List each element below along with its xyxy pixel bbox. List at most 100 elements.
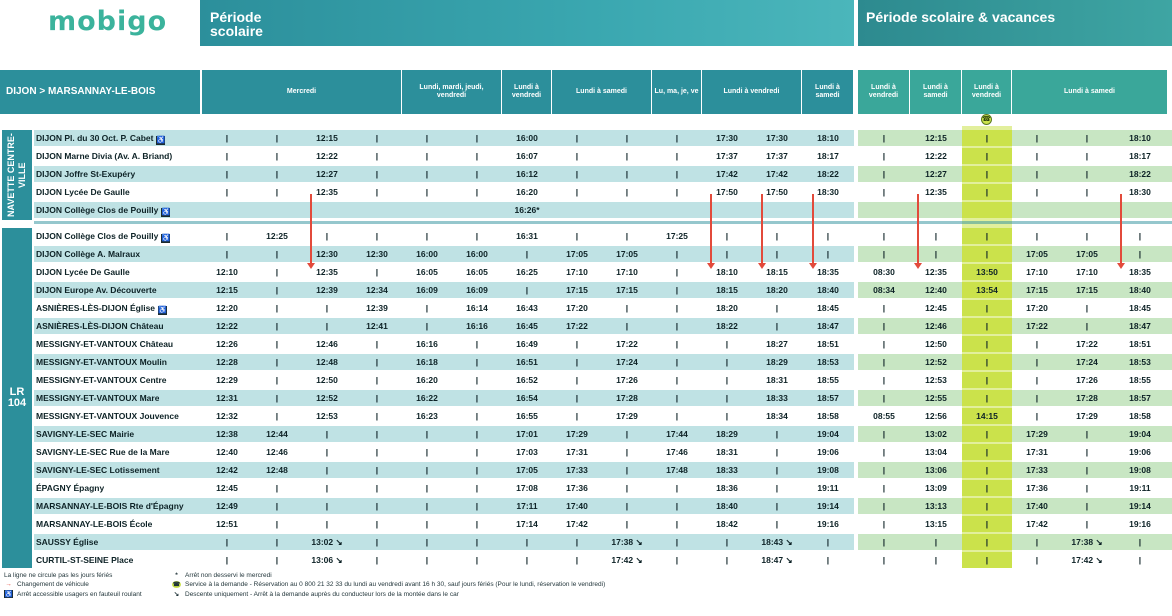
time-cell: 18:47 <box>1129 321 1151 331</box>
stop-name: MESSIGNY-ET-VANTOUX Moulin <box>36 354 167 370</box>
time-cell: 12:50 <box>316 375 338 385</box>
time-cell: 18:22 <box>716 321 738 331</box>
time-cell: | <box>575 555 579 565</box>
time-cell: | <box>675 375 679 385</box>
time-cell: 18:22 <box>817 169 839 179</box>
time-cell: | <box>425 303 429 313</box>
time-cell: 12:28 <box>216 357 238 367</box>
row-background-holidays <box>858 480 1172 496</box>
time-cell <box>802 202 854 218</box>
time-cell: 17:14 <box>516 519 538 529</box>
time-cell: | <box>275 357 279 367</box>
table-row: MARSANNAY-LE-BOIS École 12:51 | | | | | 17:14 17… <box>0 516 1172 532</box>
table-row: DIJON Europe Av. Découverte 12:15 | 12:39 12… <box>0 282 1172 298</box>
time-cell: 19:08 <box>817 465 839 475</box>
time-cell <box>602 202 652 218</box>
column-header-8: Lundi à samedi <box>910 70 961 114</box>
time-cell: | <box>962 300 1012 316</box>
stop-label: DIJON Collège A. Malraux <box>36 249 141 259</box>
time-cell: 17:29 <box>616 411 638 421</box>
time-cell: 18:31 <box>766 375 788 385</box>
time-cell: 17:15 <box>1076 285 1098 295</box>
time-cell: 16:26* <box>514 205 540 215</box>
table-row: ASNIÈRES-LÈS-DIJON Château 12:22 | | 12:41 | 1… <box>0 318 1172 334</box>
time-cell: | <box>475 411 479 421</box>
column-header-3: Lundi à samedi <box>552 70 651 114</box>
time-cell: | <box>475 339 479 349</box>
time-cell: | <box>1085 321 1089 331</box>
time-cell: | <box>325 447 329 457</box>
change-vehicle-arrow <box>707 194 715 269</box>
time-cell: 12:40 <box>216 447 238 457</box>
time-cell: | <box>1085 151 1089 161</box>
time-cell: | <box>1035 187 1039 197</box>
row-background <box>34 228 854 244</box>
time-cell: | <box>625 429 629 439</box>
time-cell: 08:55 <box>873 411 895 421</box>
time-cell: | <box>934 249 938 259</box>
time-cell: 17:15 <box>566 285 588 295</box>
stop-label: MESSIGNY-ET-VANTOUX Château <box>36 339 174 349</box>
time-cell: 18:51 <box>1129 339 1151 349</box>
time-cell: 18:47 <box>817 321 839 331</box>
time-cell: | <box>725 357 729 367</box>
time-cell: 12:48 <box>316 357 338 367</box>
route-title: DIJON > MARSANNAY-LE-BOIS <box>0 70 200 114</box>
time-cell: 12:45 <box>216 483 238 493</box>
time-cell: | <box>375 267 379 277</box>
wheelchair-icon: ♿ <box>161 208 171 217</box>
time-cell: | <box>725 375 729 385</box>
time-cell: 17:11 <box>516 501 538 511</box>
time-cell: | <box>475 429 479 439</box>
time-cell: | <box>475 187 479 197</box>
stop-label: DIJON Marne Divia (Av. A. Briand) <box>36 151 173 161</box>
time-cell: | <box>375 187 379 197</box>
table-row: SAVIGNY-LE-SEC Rue de la Mare 12:40 12:46 |… <box>0 444 1172 460</box>
time-cell: | <box>625 303 629 313</box>
time-cell: | <box>962 354 1012 370</box>
stop-name: DIJON Pl. du 30 Oct. P. Cabet ♿ <box>36 130 166 146</box>
time-cell: | <box>775 303 779 313</box>
time-cell: 16:22 <box>416 393 438 403</box>
time-cell: | <box>725 339 729 349</box>
time-cell: | <box>275 187 279 197</box>
time-cell: | <box>675 321 679 331</box>
time-cell: 18:29 <box>766 357 788 367</box>
time-cell: | <box>575 411 579 421</box>
time-cell: | <box>962 390 1012 406</box>
time-cell <box>962 202 1012 218</box>
time-cell: | <box>962 184 1012 200</box>
column-header-5: Lundi à vendredi <box>702 70 801 114</box>
time-cell: | <box>962 480 1012 496</box>
time-cell: | <box>225 249 229 259</box>
row-background-holidays <box>858 516 1172 532</box>
stop-label: ASNIÈRES-LÈS-DIJON Château <box>36 321 164 331</box>
time-cell: 19:08 <box>1129 465 1151 475</box>
time-cell: 12:25 <box>266 231 288 241</box>
time-cell: 12:39 <box>366 303 388 313</box>
time-cell: | <box>1035 169 1039 179</box>
stop-label: DIJON Joffre St-Exupéry <box>36 169 136 179</box>
time-cell: 12:10 <box>216 267 238 277</box>
time-cell: | <box>475 133 479 143</box>
time-cell: 13:54 <box>962 282 1012 298</box>
time-cell: 18:53 <box>817 357 839 367</box>
time-cell: | <box>882 519 886 529</box>
stop-name: MARSANNAY-LE-BOIS Rte d'Épagny <box>36 498 184 514</box>
stop-name: CURTIL-ST-SEINE Place <box>36 552 133 568</box>
time-cell: | <box>962 130 1012 146</box>
wheelchair-icon: ♿ <box>156 136 166 145</box>
time-cell: | <box>225 133 229 143</box>
stop-label: DIJON Europe Av. Découverte <box>36 285 157 295</box>
time-cell: 18:27 <box>766 339 788 349</box>
stop-name: MESSIGNY-ET-VANTOUX Jouvence <box>36 408 179 424</box>
time-cell: | <box>525 537 529 547</box>
stop-label: SAUSSY Église <box>36 537 99 547</box>
table-row: DIJON Joffre St-Exupéry | | 12:27 | | | 16:12 | |… <box>0 166 1172 182</box>
time-cell: 17:42 ↘ <box>611 554 643 565</box>
stop-name: DIJON Joffre St-Exupéry <box>36 166 135 182</box>
stop-label: ASNIÈRES-LÈS-DIJON Église <box>36 303 156 313</box>
time-cell: | <box>675 537 679 547</box>
time-cell: | <box>675 339 679 349</box>
time-cell: | <box>934 555 938 565</box>
